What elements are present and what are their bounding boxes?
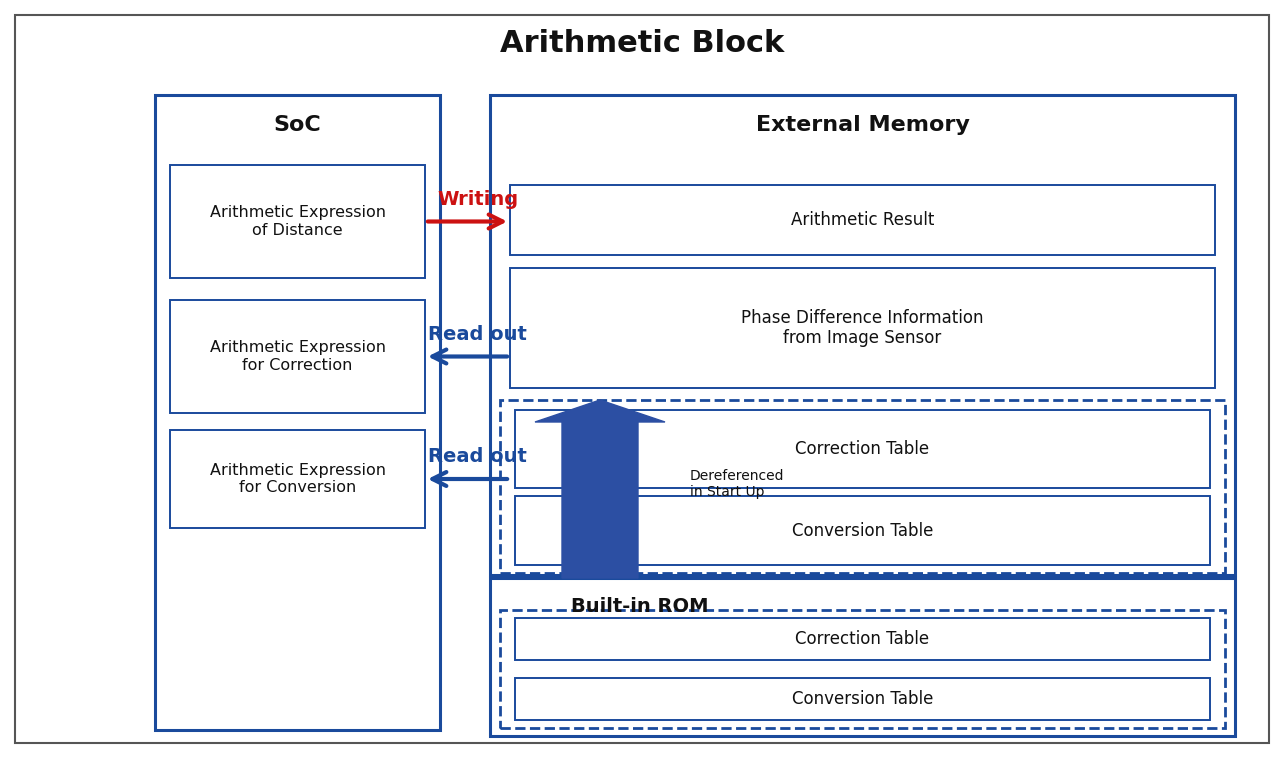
Bar: [510, 185, 1215, 255]
Text: Conversion Table: Conversion Table: [792, 690, 933, 708]
Text: Arithmetic Expression
of Distance: Arithmetic Expression of Distance: [209, 205, 385, 238]
Bar: [169, 300, 425, 413]
Text: Arithmetic Block: Arithmetic Block: [499, 29, 785, 58]
Text: Read out: Read out: [428, 325, 526, 344]
Text: Writing: Writing: [437, 190, 517, 209]
Text: Phase Difference Information
from Image Sensor: Phase Difference Information from Image …: [741, 309, 984, 347]
Text: Arithmetic Expression
for Correction: Arithmetic Expression for Correction: [209, 340, 385, 373]
Bar: [499, 610, 1225, 728]
Bar: [499, 400, 1225, 573]
Bar: [490, 95, 1235, 575]
Bar: [515, 618, 1210, 660]
Bar: [169, 165, 425, 278]
Text: Correction Table: Correction Table: [795, 630, 930, 648]
Polygon shape: [535, 400, 665, 578]
Bar: [490, 578, 1235, 736]
Text: External Memory: External Memory: [755, 115, 969, 135]
Bar: [510, 268, 1215, 388]
Text: Correction Table: Correction Table: [795, 440, 930, 458]
Text: Dereferenced
in Start Up: Dereferenced in Start Up: [690, 469, 785, 499]
Text: Conversion Table: Conversion Table: [792, 522, 933, 540]
Text: Built-in ROM: Built-in ROM: [571, 597, 709, 615]
Bar: [515, 410, 1210, 488]
Bar: [515, 496, 1210, 565]
Text: Arithmetic Expression
for Conversion: Arithmetic Expression for Conversion: [209, 463, 385, 495]
Bar: [169, 430, 425, 528]
Text: Read out: Read out: [428, 447, 526, 466]
Text: SoC: SoC: [273, 115, 321, 135]
Bar: [515, 678, 1210, 720]
Bar: [155, 95, 440, 730]
Text: Arithmetic Result: Arithmetic Result: [791, 211, 935, 229]
